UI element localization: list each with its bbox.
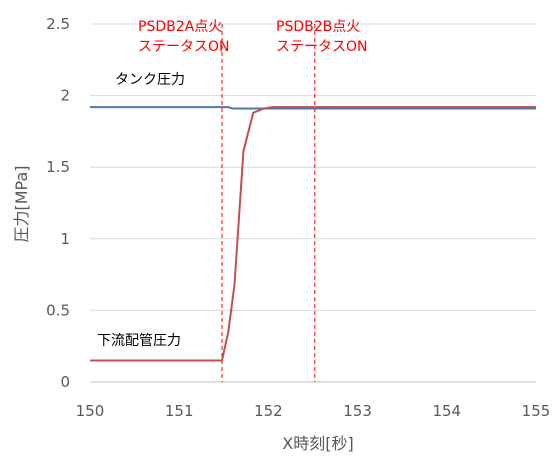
y-tick-label: 2.5 <box>46 15 70 33</box>
event-label: PSDB2A点火 <box>138 19 222 35</box>
x-tick-label: 151 <box>165 402 194 420</box>
series-line <box>90 106 536 110</box>
x-axis-title: X時刻[秒] <box>282 434 353 453</box>
x-tick-label: 150 <box>76 402 105 420</box>
y-tick-label: 1 <box>60 230 70 248</box>
tick-layer: 0 0.5 1 1.5 2 2.5 150 151 152 153 154 155 <box>46 15 550 420</box>
event-label: ステータスON <box>276 39 368 55</box>
y-tick-label: 0 <box>60 373 70 391</box>
y-axis-title: 圧力[MPa] <box>12 165 31 242</box>
y-tick-label: 1.5 <box>46 158 70 176</box>
event-label: ステータスON <box>138 39 230 55</box>
grid-layer <box>90 23 536 383</box>
series-line <box>90 106 536 362</box>
series-label-downstream-pressure: 下流配管圧力 <box>97 333 181 349</box>
x-tick-label: 153 <box>343 402 372 420</box>
x-tick-label: 152 <box>254 402 283 420</box>
y-tick-label: 2 <box>60 87 70 105</box>
x-tick-label: 154 <box>432 402 461 420</box>
x-tick-label: 155 <box>522 402 551 420</box>
series-layer <box>90 106 536 362</box>
y-tick-label: 0.5 <box>46 301 70 319</box>
series-label-tank-pressure: タンク圧力 <box>115 72 185 88</box>
event-label: PSDB2B点火 <box>276 19 360 35</box>
